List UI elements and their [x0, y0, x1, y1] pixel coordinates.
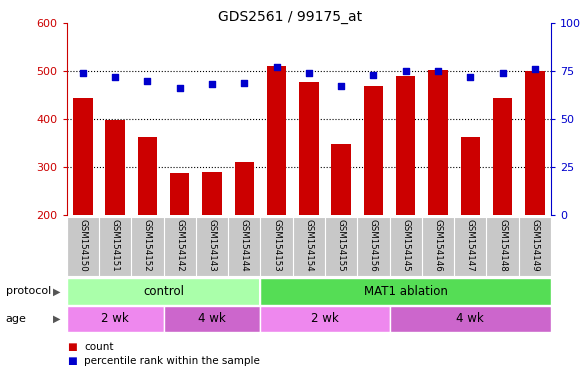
- Text: GSM154155: GSM154155: [336, 219, 346, 271]
- Text: GSM154152: GSM154152: [143, 219, 152, 271]
- Point: [498, 70, 507, 76]
- Bar: [137, 137, 157, 311]
- Point: [304, 70, 314, 76]
- Text: count: count: [84, 342, 114, 352]
- Text: 2 wk: 2 wk: [311, 312, 339, 325]
- Text: GSM154150: GSM154150: [78, 219, 88, 271]
- Point: [466, 74, 475, 80]
- Bar: [461, 137, 480, 311]
- Bar: [164, 306, 260, 332]
- Point: [336, 83, 346, 89]
- Bar: [428, 70, 448, 311]
- Point: [272, 64, 281, 70]
- Bar: [170, 173, 190, 311]
- Text: age: age: [6, 314, 27, 324]
- Point: [208, 81, 217, 88]
- Point: [433, 68, 443, 74]
- Text: GSM154142: GSM154142: [175, 219, 184, 271]
- Point: [143, 78, 152, 84]
- Bar: [234, 162, 254, 311]
- Bar: [299, 82, 318, 311]
- Text: percentile rank within the sample: percentile rank within the sample: [84, 356, 260, 366]
- Text: GSM154153: GSM154153: [272, 219, 281, 271]
- Bar: [390, 306, 551, 332]
- Text: GSM154143: GSM154143: [208, 219, 216, 271]
- Text: 4 wk: 4 wk: [456, 312, 484, 325]
- Point: [530, 66, 539, 72]
- Text: GSM154145: GSM154145: [401, 219, 410, 271]
- Text: ■: ■: [67, 356, 77, 366]
- Bar: [493, 98, 512, 311]
- Point: [240, 79, 249, 86]
- Point: [78, 70, 88, 76]
- Text: GSM154154: GSM154154: [304, 219, 313, 271]
- Text: GSM154148: GSM154148: [498, 219, 507, 271]
- Bar: [260, 306, 390, 332]
- Point: [369, 72, 378, 78]
- Bar: [73, 98, 93, 311]
- Bar: [396, 76, 415, 311]
- Bar: [260, 278, 551, 305]
- Point: [175, 85, 184, 91]
- Text: GSM154147: GSM154147: [466, 219, 475, 271]
- Text: ▶: ▶: [53, 314, 60, 324]
- Text: 2 wk: 2 wk: [102, 312, 129, 325]
- Text: GSM154156: GSM154156: [369, 219, 378, 271]
- Text: ■: ■: [67, 342, 77, 352]
- Text: GDS2561 / 99175_at: GDS2561 / 99175_at: [218, 10, 362, 23]
- Bar: [525, 71, 545, 311]
- Text: protocol: protocol: [6, 286, 51, 296]
- Bar: [67, 278, 260, 305]
- Bar: [364, 86, 383, 311]
- Text: ▶: ▶: [53, 286, 60, 296]
- Text: MAT1 ablation: MAT1 ablation: [364, 285, 448, 298]
- Text: GSM154149: GSM154149: [530, 219, 539, 271]
- Text: GSM154146: GSM154146: [433, 219, 443, 271]
- Text: control: control: [143, 285, 184, 298]
- Bar: [331, 144, 351, 311]
- Bar: [106, 121, 125, 311]
- Bar: [202, 172, 222, 311]
- Bar: [67, 306, 164, 332]
- Point: [401, 68, 411, 74]
- Point: [110, 74, 119, 80]
- Text: GSM154144: GSM154144: [240, 219, 249, 271]
- Text: GSM154151: GSM154151: [111, 219, 119, 271]
- Bar: [267, 66, 287, 311]
- Text: 4 wk: 4 wk: [198, 312, 226, 325]
